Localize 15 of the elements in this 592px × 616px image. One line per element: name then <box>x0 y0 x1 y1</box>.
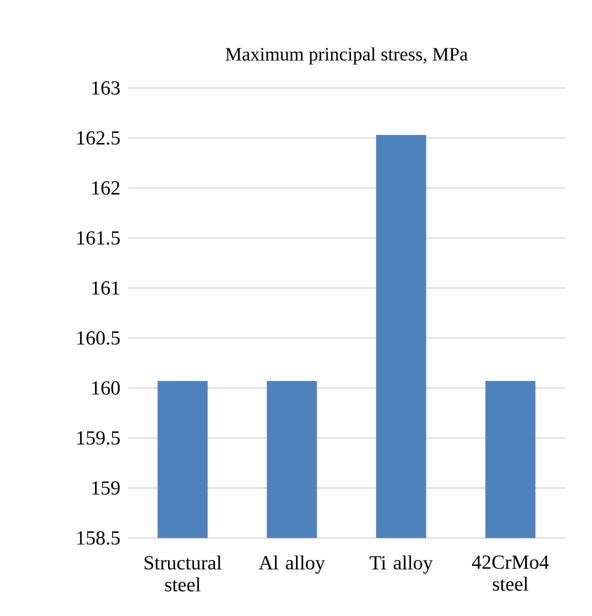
x-tick-label: 42CrMo4 steel <box>472 556 549 591</box>
y-tick-label: 161.5 <box>77 231 120 245</box>
y-tick-label: 160.5 <box>77 331 120 345</box>
y-tick-label: 162 <box>92 181 120 195</box>
x-tick-label: Al alloy <box>258 556 326 574</box>
y-tick-label: 160 <box>92 381 120 395</box>
x-tick-label: Ti alloy <box>370 556 433 574</box>
y-tick-label: 162.5 <box>77 131 120 145</box>
x-tick-label: Structural steel <box>144 556 222 592</box>
y-tick-label: 159 <box>92 481 120 495</box>
y-tick-label: 163 <box>92 81 120 95</box>
chart-title: Maximum principal stress, MPa <box>226 47 468 64</box>
y-tick-label: 161 <box>92 281 120 295</box>
y-tick-label: 159.5 <box>77 431 120 445</box>
y-tick-label: 158.5 <box>77 531 120 545</box>
